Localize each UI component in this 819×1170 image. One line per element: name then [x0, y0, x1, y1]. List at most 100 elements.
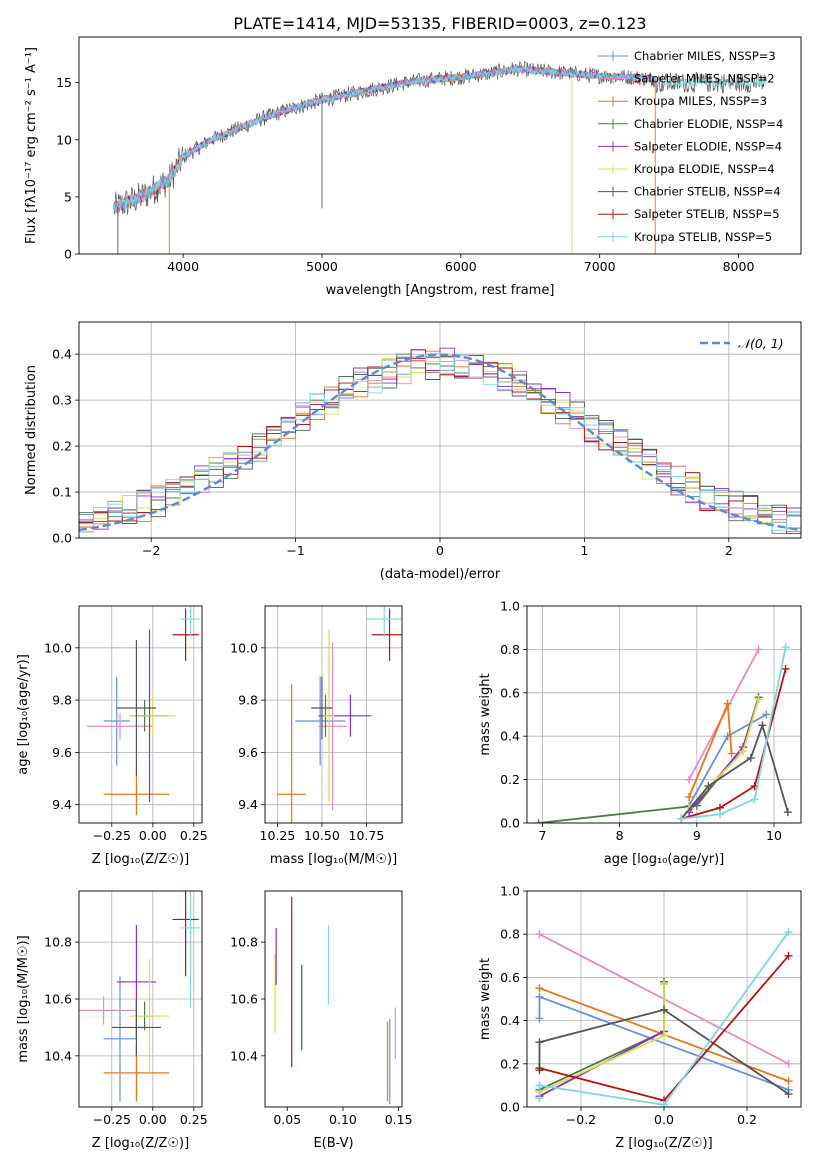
x-tick-label: 8	[616, 828, 624, 843]
y-tick-label: 0.4	[500, 729, 520, 744]
axes-frame	[78, 890, 203, 1108]
errorbar-point	[295, 676, 346, 766]
weight-marker	[685, 775, 694, 784]
errorbar-point	[172, 891, 199, 977]
spectrum-line-kroupa-elodie	[182, 66, 573, 161]
y-tick-label: 0.8	[500, 927, 520, 942]
weight-marker	[534, 819, 543, 823]
y-tick-label: 1.0	[500, 884, 520, 899]
legend-entry: Salpeter STELIB, NSSP=5	[598, 207, 780, 221]
grid	[265, 606, 402, 823]
errorbar-point	[103, 773, 170, 816]
spectrum-line-kroupa-stelib	[113, 65, 767, 214]
legend-entry: Salpeter ELODIE, NSSP=4	[598, 139, 782, 153]
legend-entry: Chabrier STELIB, NSSP=4	[598, 185, 781, 199]
panel-mass-vs-Z: −0.25 0.00 0.25 10.4 10.6 10.8 Z [log₁₀(Z/Z☉)]…	[16, 890, 208, 1151]
weight-marker	[685, 792, 694, 801]
y-tick-label: 9.8	[238, 693, 258, 708]
weight-line-kroupa-miles	[688, 703, 733, 798]
legend-label: Salpeter STELIB, NSSP=5	[634, 207, 780, 221]
x-axis-label: Z [log₁₀(Z/Z☉)]	[92, 852, 189, 867]
y-tick-label: 9.4	[238, 797, 258, 812]
y-axis-label: mass weight	[478, 958, 493, 1040]
y-tick-label: 0.2	[52, 439, 72, 454]
figure-title: PLATE=1414, MJD=53135, FIBERID=0003, z=0…	[233, 14, 646, 33]
y-tick-label: 0.3	[52, 393, 72, 408]
y-tick-label: 0.1	[52, 485, 72, 500]
x-tick-label: 1	[580, 543, 588, 558]
y-axis-label: mass weight	[478, 673, 493, 755]
x-tick-label: 0.15	[385, 1112, 413, 1127]
x-tick-label: 0.00	[139, 1112, 167, 1127]
y-tick-label: 9.4	[52, 797, 72, 812]
weight-marker	[535, 992, 544, 1001]
errorbar-point	[323, 629, 335, 803]
y-tick-label: 10.4	[230, 1048, 258, 1063]
histogram-kroupa-stelib	[79, 353, 801, 538]
x-tick-label: 6000	[445, 259, 477, 274]
errorbar-point	[318, 642, 347, 810]
weight-marker	[739, 747, 748, 756]
y-tick-label: 1.0	[500, 599, 520, 614]
weight-marker	[784, 1077, 793, 1086]
x-axis-label: (data-model)/error	[380, 567, 501, 582]
errorbar-point	[116, 639, 157, 776]
legend-entry: Kroupa STELIB, NSSP=5	[598, 230, 772, 244]
errorbar-point	[366, 606, 402, 638]
legend-label: Kroupa ELODIE, NSSP=4	[634, 162, 775, 176]
legend-entry: Kroupa ELODIE, NSSP=4	[598, 162, 775, 176]
x-tick-label: −0.25	[93, 1112, 131, 1127]
plot-area	[534, 643, 792, 823]
errorbar-point	[329, 694, 372, 737]
legend-label: Salpeter ELODIE, NSSP=4	[634, 139, 782, 153]
grid	[527, 605, 801, 824]
spectrum-line-chabrier-stelib	[113, 61, 767, 218]
x-tick-label: 10.50	[304, 828, 340, 843]
weight-marker	[535, 1064, 544, 1073]
x-tick-label: 7000	[584, 259, 616, 274]
panel-weight-vs-age: 7 8 9 10 0.0 0.2 0.4 0.6 0.8 1.0 age [log₁₀(age/yr…	[478, 599, 802, 867]
y-tick-label: 0	[64, 247, 72, 262]
errorbar-point	[111, 999, 161, 1056]
weight-marker	[704, 782, 713, 791]
x-axis-label: Z [log₁₀(Z/Z☉)]	[615, 1136, 712, 1151]
axes-frame	[526, 890, 802, 1108]
x-tick-label: 2	[725, 543, 733, 558]
weight-marker	[677, 814, 686, 823]
x-axis-label: E(B-V)	[313, 1136, 353, 1151]
x-tick-label: 10	[766, 828, 782, 843]
weight-marker	[784, 928, 793, 937]
panel-age-vs-mass: 10.25 10.50 10.75 9.4 9.6 9.8 10.0 mass [log₁₀(…	[230, 605, 403, 867]
legend-label: Chabrier ELODIE, NSSP=4	[634, 117, 783, 131]
y-tick-label: 9.8	[52, 693, 72, 708]
y-tick-label: 0.0	[52, 531, 72, 546]
y-tick-label: 0.0	[500, 816, 520, 831]
legend-entry: Chabrier MILES, NSSP=3	[598, 49, 776, 63]
plot-area	[87, 606, 201, 816]
legend-entry: Chabrier ELODIE, NSSP=4	[598, 117, 783, 131]
weight-line-kroupa-stelib	[538, 931, 790, 1106]
x-axis-label: Z [log₁₀(Z/Z☉)]	[92, 1136, 189, 1151]
panel-weight-vs-Z: −0.2 0.0 0.2 0.0 0.2 0.4 0.6 0.8 1.0 Z [log₁₀(Z/Z…	[478, 884, 802, 1151]
weight-marker	[784, 1090, 793, 1099]
axes-frame	[78, 605, 203, 824]
weight-marker	[723, 699, 732, 708]
x-tick-label: 4000	[167, 259, 199, 274]
y-axis-label: age [log₁₀(age/yr)]	[16, 654, 31, 775]
legend-label: Kroupa STELIB, NSSP=5	[634, 230, 772, 244]
errorbar-point	[180, 891, 201, 1008]
x-tick-label: −0.25	[93, 828, 131, 843]
y-tick-label: 0.4	[52, 347, 72, 362]
errorbar-point	[87, 713, 153, 740]
x-tick-label: 0.00	[139, 828, 167, 843]
weight-marker	[784, 1059, 793, 1068]
weight-marker	[784, 951, 793, 960]
weight-line-kroupa-stelib	[681, 647, 787, 820]
y-tick-label: 10.4	[44, 1048, 72, 1063]
weight-marker	[535, 984, 544, 993]
x-tick-label: 0.2	[737, 1112, 757, 1127]
axes-frame	[78, 321, 802, 539]
weight-marker	[660, 1005, 668, 1014]
axes-frame	[264, 605, 403, 824]
